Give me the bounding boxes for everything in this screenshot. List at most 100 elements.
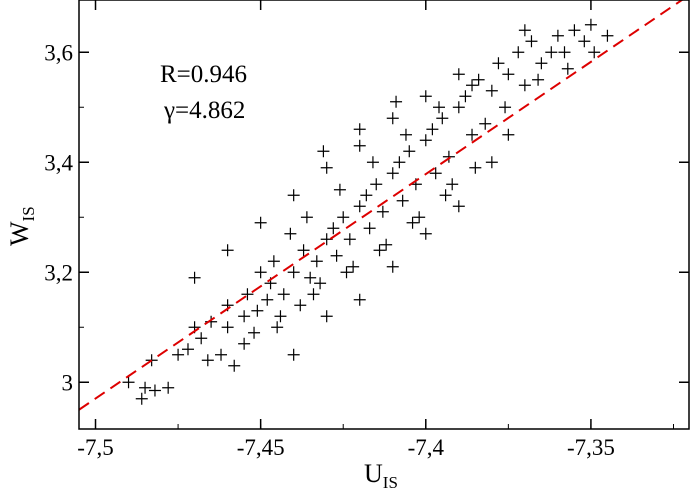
data-point — [228, 359, 241, 372]
data-point — [287, 348, 300, 361]
data-point — [419, 90, 432, 103]
data-point — [327, 222, 340, 235]
data-point — [518, 79, 531, 92]
y-tick-label: 3 — [62, 370, 74, 395]
data-point — [393, 156, 406, 169]
data-point — [261, 293, 274, 306]
data-point — [436, 112, 449, 125]
data-point — [376, 205, 389, 218]
data-point — [248, 326, 261, 339]
plot-frame — [78, 0, 690, 430]
data-point — [485, 156, 498, 169]
data-point — [446, 178, 459, 191]
data-point — [535, 57, 548, 70]
y-tick-label: 3,2 — [44, 260, 73, 285]
data-point — [162, 381, 175, 394]
data-point — [353, 200, 366, 213]
data-point — [294, 299, 307, 312]
x-tick-label: -7,5 — [77, 435, 113, 460]
data-point — [386, 260, 399, 273]
data-point — [380, 238, 393, 251]
data-point — [419, 227, 432, 240]
x-tick-label: -7,45 — [237, 435, 285, 460]
data-point — [347, 260, 360, 273]
data-point — [148, 384, 161, 397]
data-point — [363, 222, 376, 235]
data-point — [485, 84, 498, 97]
data-point — [439, 189, 452, 202]
data-point — [238, 337, 251, 350]
data-point — [459, 90, 472, 103]
data-point — [251, 304, 264, 317]
data-point — [122, 376, 135, 389]
data-point — [238, 310, 251, 323]
data-point — [333, 183, 346, 196]
data-point — [499, 101, 512, 114]
data-point — [551, 29, 564, 42]
data-point — [568, 24, 581, 37]
x-tick-label: -7,35 — [567, 435, 615, 460]
data-point — [188, 271, 201, 284]
data-point — [254, 266, 267, 279]
data-point — [284, 227, 297, 240]
data-point — [492, 57, 505, 70]
data-point — [353, 139, 366, 152]
data-point — [588, 46, 601, 59]
data-point — [215, 348, 228, 361]
data-point — [584, 18, 597, 31]
data-point — [545, 46, 558, 59]
data-point — [241, 288, 254, 301]
data-point — [353, 293, 366, 306]
data-point — [271, 321, 284, 334]
data-point — [512, 46, 525, 59]
data-point — [370, 178, 383, 191]
data-point — [525, 35, 538, 48]
data-points — [122, 18, 614, 405]
data-point — [373, 244, 386, 257]
data-point — [254, 216, 267, 229]
gamma-value-annotation: γ=4.862 — [163, 97, 245, 124]
data-point — [320, 310, 333, 323]
data-point — [267, 255, 280, 268]
data-point — [343, 233, 356, 246]
data-point — [340, 266, 353, 279]
data-point — [472, 73, 485, 86]
data-point — [366, 156, 379, 169]
data-point — [502, 128, 515, 141]
data-point — [601, 29, 614, 42]
data-point — [390, 95, 403, 108]
data-point — [396, 194, 409, 207]
data-point — [304, 271, 317, 284]
data-point — [442, 150, 455, 163]
data-point — [360, 189, 373, 202]
data-point — [399, 128, 412, 141]
data-point — [330, 249, 343, 262]
data-point — [353, 123, 366, 136]
data-point — [386, 112, 399, 125]
data-point — [518, 24, 531, 37]
data-point — [181, 343, 194, 356]
data-point — [452, 68, 465, 81]
data-point — [274, 310, 287, 323]
data-point — [320, 161, 333, 174]
data-point — [561, 62, 574, 75]
data-point — [300, 211, 313, 224]
data-point — [195, 332, 208, 345]
data-point — [314, 277, 327, 290]
data-point — [201, 354, 214, 367]
data-point — [337, 211, 350, 224]
data-point — [221, 321, 234, 334]
data-point — [307, 288, 320, 301]
axes: -7,5 -7,45 -7,4 -7,35 3 3,2 3,4 3,6 — [44, 0, 690, 460]
data-point — [429, 167, 442, 180]
data-point — [413, 211, 426, 224]
data-point — [469, 161, 482, 174]
data-point — [139, 381, 152, 394]
data-point — [297, 244, 310, 257]
data-point — [287, 189, 300, 202]
data-point — [172, 348, 185, 361]
data-point — [277, 288, 290, 301]
data-point — [502, 68, 515, 81]
data-point — [426, 123, 439, 136]
